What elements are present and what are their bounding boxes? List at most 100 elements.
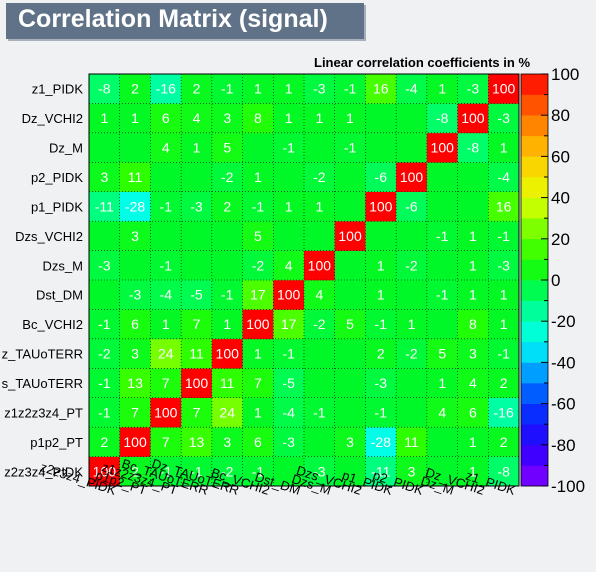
cell-value-label: 1 [162, 316, 170, 332]
heatmap-cell [273, 250, 305, 281]
heatmap-cell [365, 103, 397, 134]
cell-value-label: 100 [461, 110, 485, 126]
y-tick-label: s_TAUoTERR [2, 376, 83, 391]
cell-value-label: -2 [405, 257, 418, 273]
heatmap-cell [304, 280, 336, 310]
heatmap-cell [89, 74, 121, 104]
colorbar-band [521, 362, 548, 384]
heatmap-cell [304, 103, 336, 134]
cell-value-label: 17 [250, 287, 266, 303]
cell-value-label: 1 [500, 316, 508, 332]
heatmap-cell [304, 427, 336, 457]
cell-value-label: 11 [220, 375, 235, 391]
cell-value-label: 100 [492, 81, 516, 97]
cell-value-label: -3 [190, 198, 203, 214]
heatmap-cell [119, 162, 151, 193]
heatmap-cell [426, 162, 458, 193]
cell-value-label: 2 [500, 434, 508, 450]
heatmap-cell [426, 221, 458, 251]
heatmap-cell [426, 250, 458, 281]
heatmap-cell [396, 338, 428, 369]
colorbar-band [521, 444, 548, 466]
cell-value-label: -1 [282, 346, 295, 362]
cell-value-label: 2 [131, 81, 139, 97]
heatmap-cell [150, 338, 182, 369]
heatmap-cell [273, 427, 305, 457]
heatmap-cell [488, 132, 520, 163]
colorbar-band [521, 321, 548, 343]
heatmap-cell [457, 427, 489, 457]
cell-value-label: 11 [404, 434, 419, 450]
cell-value-label: -1 [160, 198, 173, 214]
title-box: Correlation Matrix (signal) [6, 3, 364, 39]
heatmap-cell [273, 162, 305, 193]
cell-value-label: 100 [154, 404, 178, 420]
y-tick-label: p2_PIDK [31, 170, 83, 185]
heatmap-cell [181, 338, 213, 369]
cell-value-label: -8 [98, 81, 111, 97]
cell-value-label: 2 [223, 198, 231, 214]
cell-value-label: -1 [98, 316, 111, 332]
cell-value-label: 1 [469, 257, 477, 273]
heatmap-cell [457, 132, 489, 163]
colorbar-band [521, 197, 548, 219]
cell-value-label: 1 [377, 257, 385, 273]
heatmap-cell [334, 74, 366, 104]
cell-value-label: 17 [281, 316, 297, 332]
cell-value-label: 3 [346, 434, 354, 450]
cell-value-label: 5 [223, 140, 231, 156]
cell-value-label: -2 [221, 169, 234, 185]
cell-value-label: 1 [254, 81, 262, 97]
heatmap-cell [426, 103, 458, 134]
cell-value-label: -1 [436, 287, 449, 303]
colorbar-tick-label: 60 [551, 147, 570, 166]
heatmap-cell [119, 74, 151, 104]
heatmap-cell [181, 250, 213, 281]
heatmap-cell [119, 427, 151, 457]
heatmap-cell [488, 191, 520, 222]
heatmap-cell [304, 309, 336, 340]
heatmap-cell [457, 368, 489, 399]
heatmap-cell [211, 427, 243, 457]
heatmap-cell [488, 338, 520, 369]
heatmap-cell [242, 280, 274, 310]
heatmap-cell [211, 368, 243, 399]
heatmap-cell [119, 250, 151, 281]
y-tick-label: Dzs_M [43, 258, 83, 273]
heatmap-cell [181, 427, 213, 457]
cell-value-label: -1 [221, 81, 234, 97]
colorbar-band [521, 259, 548, 281]
cell-value-label: 1 [408, 316, 416, 332]
heatmap-cell [89, 250, 121, 281]
heatmap-cell [119, 309, 151, 340]
chart-title: Correlation Matrix (signal) [18, 5, 328, 33]
colorbar-tick-label: 0 [551, 271, 560, 290]
heatmap-cell [211, 191, 243, 222]
heatmap-cell [119, 338, 151, 369]
heatmap-cell [211, 132, 243, 163]
heatmap-cell [150, 309, 182, 340]
heatmap-cell [150, 221, 182, 251]
heatmap-cell [181, 456, 213, 487]
cell-value-label: -1 [160, 463, 173, 479]
heatmap-cell [150, 427, 182, 457]
colorbar-tick-label: 80 [551, 106, 570, 125]
cell-value-label: 1 [315, 110, 323, 126]
heatmap-cell [396, 368, 428, 399]
cell-value-label: -3 [282, 434, 295, 450]
heatmap-cell [365, 132, 397, 163]
cell-value-label: 1 [285, 81, 293, 97]
cell-value-label: 1 [469, 463, 477, 479]
heatmap-cell [304, 368, 336, 399]
cell-value-label: 100 [338, 228, 362, 244]
cell-value-label: 7 [131, 404, 139, 420]
cell-value-label: 13 [127, 375, 143, 391]
cell-value-label: -3 [313, 81, 326, 97]
cell-value-label: 1 [438, 81, 446, 97]
heatmap-cell [365, 427, 397, 457]
heatmap-cell [457, 191, 489, 222]
heatmap-cell [273, 309, 305, 340]
heatmap-cell [242, 250, 274, 281]
cell-value-label: -16 [156, 81, 176, 97]
heatmap-cell [426, 74, 458, 104]
